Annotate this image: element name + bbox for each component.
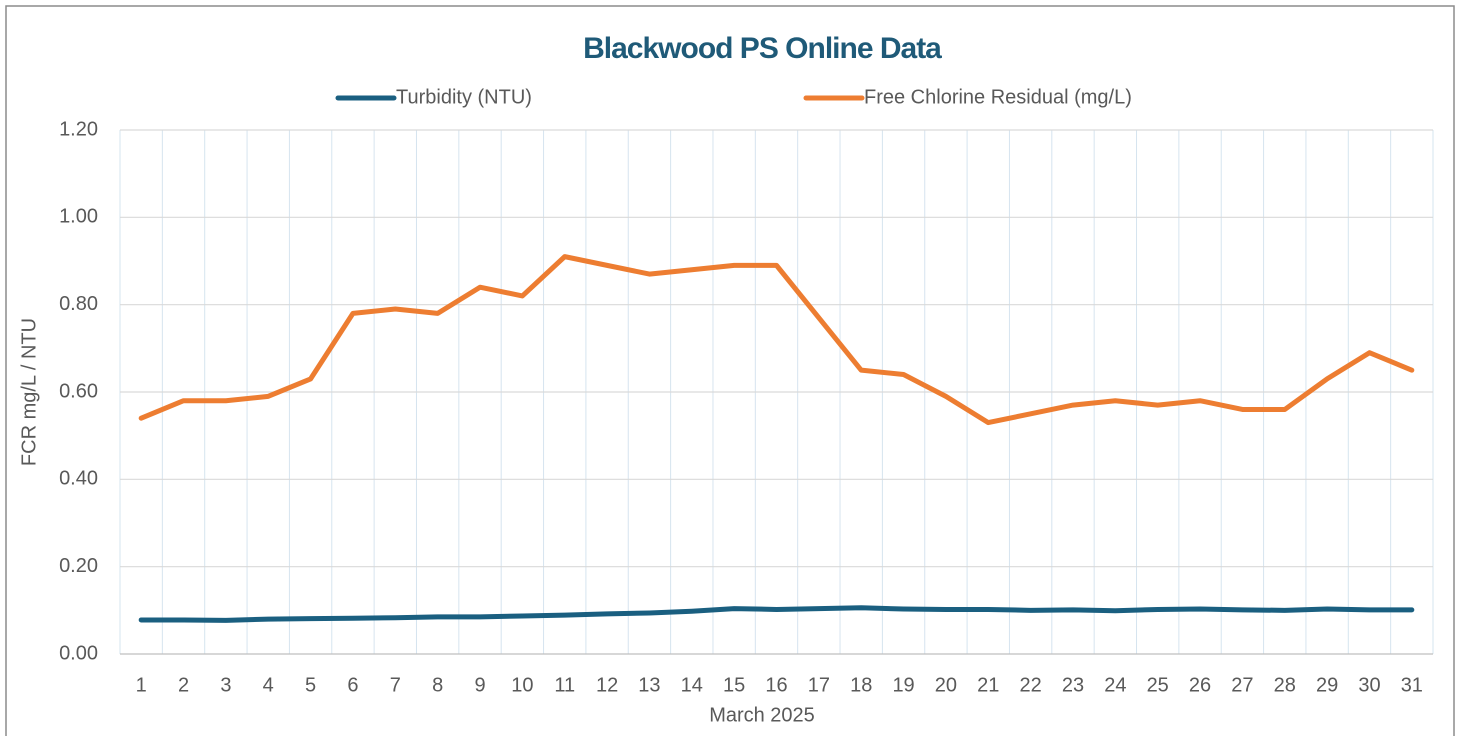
x-tick-label: 4 bbox=[263, 674, 274, 696]
x-tick-label: 14 bbox=[681, 674, 703, 696]
y-tick-label: 0.00 bbox=[59, 642, 98, 664]
x-tick-label: 10 bbox=[511, 674, 533, 696]
y-axis-label: FCR mg/L / NTU bbox=[18, 318, 40, 466]
x-tick-label: 13 bbox=[638, 674, 660, 696]
y-tick-label: 0.20 bbox=[59, 555, 98, 577]
y-tick-label: 1.20 bbox=[59, 118, 98, 140]
x-tick-label: 11 bbox=[554, 674, 575, 696]
x-tick-label: 6 bbox=[347, 674, 358, 696]
x-tick-label: 5 bbox=[305, 674, 316, 696]
x-tick-label: 28 bbox=[1274, 674, 1296, 696]
x-tick-label: 19 bbox=[892, 674, 914, 696]
x-tick-label: 9 bbox=[474, 674, 485, 696]
chart-border bbox=[5, 5, 1455, 736]
x-tick-label: 30 bbox=[1358, 674, 1380, 696]
x-axis-label: March 2025 bbox=[709, 704, 815, 726]
x-tick-label: 12 bbox=[596, 674, 618, 696]
x-tick-label: 26 bbox=[1189, 674, 1211, 696]
x-tick-label: 17 bbox=[808, 674, 830, 696]
chart-title: Blackwood PS Online Data bbox=[583, 32, 942, 65]
x-tick-label: 8 bbox=[432, 674, 443, 696]
x-tick-label: 22 bbox=[1020, 674, 1042, 696]
x-tick-label: 27 bbox=[1231, 674, 1253, 696]
x-tick-label: 1 bbox=[136, 674, 147, 696]
y-tick-label: 0.60 bbox=[59, 380, 98, 402]
x-tick-label: 18 bbox=[850, 674, 872, 696]
x-tick-label: 24 bbox=[1104, 674, 1126, 696]
x-tick-label: 21 bbox=[977, 674, 999, 696]
y-tick-label: 0.80 bbox=[59, 293, 98, 315]
x-tick-label: 25 bbox=[1147, 674, 1169, 696]
x-tick-label: 3 bbox=[220, 674, 231, 696]
x-tick-label: 20 bbox=[935, 674, 957, 696]
series-line bbox=[138, 605, 1415, 623]
y-tick-label: 1.00 bbox=[59, 206, 98, 228]
x-tick-label: 29 bbox=[1316, 674, 1338, 696]
x-tick-label: 23 bbox=[1062, 674, 1084, 696]
x-tick-label: 16 bbox=[765, 674, 787, 696]
x-tick-label: 31 bbox=[1401, 674, 1423, 696]
y-tick-label: 0.40 bbox=[59, 468, 98, 490]
legend-label: Free Chlorine Residual (mg/L) bbox=[864, 86, 1132, 108]
x-tick-label: 7 bbox=[390, 674, 401, 696]
series-line bbox=[138, 254, 1415, 426]
x-tick-label: 15 bbox=[723, 674, 745, 696]
legend-label: Turbidity (NTU) bbox=[396, 86, 532, 108]
x-tick-label: 2 bbox=[178, 674, 189, 696]
